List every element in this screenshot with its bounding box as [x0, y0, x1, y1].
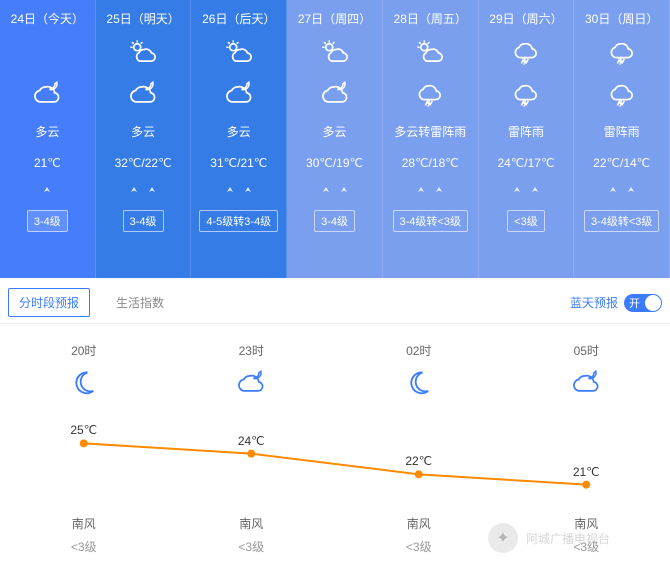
hour-temp-label: 24℃	[238, 434, 265, 448]
temp-text: 30℃/19℃	[306, 156, 363, 170]
wind-level: 3-4级转<3级	[393, 210, 468, 232]
hour-wind-col-2: 南风 <3级	[335, 511, 503, 555]
hour-time: 23时	[239, 342, 264, 359]
hour-weather-icon	[236, 369, 266, 403]
hour-temp-label: 21℃	[573, 465, 600, 479]
wind-arrow-icon	[607, 182, 637, 200]
hour-col-2: 02时	[335, 342, 503, 411]
temp-text: 24℃/17℃	[497, 156, 554, 170]
blue-sky-toggle-group: 蓝天预报 开	[570, 294, 662, 312]
hour-time: 05时	[574, 342, 599, 359]
weather-icon-day	[128, 35, 158, 71]
date-label: 25日（明天）	[106, 10, 179, 27]
weather-text: 多云	[227, 123, 251, 140]
hour-wind-dir: 南风	[407, 515, 431, 532]
weather-icon-day	[607, 35, 637, 71]
weather-text: 雷阵雨	[604, 123, 640, 140]
temp-text: 32℃/22℃	[115, 156, 172, 170]
watermark-text: 阿城广播电视台	[526, 530, 610, 547]
weather-text: 多云	[131, 123, 155, 140]
weather-text: 多云	[35, 123, 59, 140]
hour-wind-dir: 南风	[72, 515, 96, 532]
weather-icon-night	[511, 77, 541, 113]
weather-icon-night	[224, 77, 254, 113]
wind-level: 3-4级	[123, 210, 164, 232]
hour-wind-level: <3级	[71, 538, 97, 555]
tabs-row: 分时段预报 生活指数 蓝天预报 开	[0, 278, 670, 324]
hour-wind-col-0: 南风 <3级	[0, 511, 168, 555]
wind-level: 3-4级	[314, 210, 355, 232]
hour-weather-icon	[404, 369, 434, 403]
hour-time: 02时	[406, 342, 431, 359]
hour-col-0: 20时	[0, 342, 168, 411]
hour-wind-col-1: 南风 <3级	[168, 511, 336, 555]
weather-icon-day	[511, 35, 541, 71]
toggle-text: 开	[629, 295, 640, 311]
weather-icon-day	[320, 35, 350, 71]
temp-text: 31℃/21℃	[210, 156, 267, 170]
hour-col-3: 05时	[503, 342, 670, 411]
weather-text: 多云	[323, 123, 347, 140]
day-col-0[interactable]: 24日（今天） 多云 21℃ 3-4级	[0, 0, 96, 278]
wind-arrow-icon	[511, 182, 541, 200]
weather-text: 多云转雷阵雨	[394, 123, 466, 140]
wind-level: 4-5级转3-4级	[199, 210, 278, 232]
date-label: 30日（周日）	[585, 10, 658, 27]
watermark-icon: ✦	[488, 523, 518, 553]
tab-lifestyle[interactable]: 生活指数	[106, 289, 174, 316]
date-label: 28日（周五）	[394, 10, 467, 27]
hour-time: 20时	[71, 342, 96, 359]
day-col-4[interactable]: 28日（周五） 多云转雷阵雨 28℃/18℃ 3-4级转<3级	[383, 0, 479, 278]
blue-sky-label: 蓝天预报	[570, 294, 618, 311]
wind-arrow-icon	[415, 182, 445, 200]
hour-wind-dir: 南风	[239, 515, 263, 532]
hour-col-1: 23时	[168, 342, 336, 411]
weather-icon-day	[415, 35, 445, 71]
day-col-1[interactable]: 25日（明天） 多云 32℃/22℃ 3-4级	[96, 0, 192, 278]
weather-icon-day	[224, 35, 254, 71]
date-label: 27日（周四）	[298, 10, 371, 27]
weather-icon-night	[415, 77, 445, 113]
wind-level: 3-4级转<3级	[584, 210, 659, 232]
wind-arrow-icon	[320, 182, 350, 200]
weather-icon-night	[128, 77, 158, 113]
blue-sky-toggle[interactable]: 开	[624, 294, 662, 312]
weather-icon-night	[320, 77, 350, 113]
weather-icon-night	[32, 77, 62, 113]
wind-level: <3级	[507, 210, 545, 232]
day-col-3[interactable]: 27日（周四） 多云 30℃/19℃ 3-4级	[287, 0, 383, 278]
temp-text: 21℃	[34, 156, 61, 170]
hour-temp-label: 25℃	[70, 423, 97, 437]
hourly-forecast: 20时 23时 02时 05时 25℃ 24℃ 22℃ 21℃ 南风 <3级 南风 <…	[0, 324, 670, 573]
day-col-2[interactable]: 26日（后天） 多云 31℃/21℃ 4-5级转3-4级	[191, 0, 287, 278]
hour-temp-label: 22℃	[405, 454, 432, 468]
date-label: 24日（今天）	[11, 10, 84, 27]
date-label: 26日（后天）	[202, 10, 275, 27]
date-label: 29日（周六）	[489, 10, 562, 27]
temp-text: 22℃/14℃	[593, 156, 650, 170]
watermark: ✦ 阿城广播电视台	[488, 523, 610, 553]
hour-weather-icon	[571, 369, 601, 403]
day-col-5[interactable]: 29日（周六） 雷阵雨 24℃/17℃ <3级	[479, 0, 575, 278]
hourly-temp-chart: 25℃ 24℃ 22℃ 21℃	[0, 417, 670, 507]
temp-text: 28℃/18℃	[402, 156, 459, 170]
hour-wind-level: <3级	[238, 538, 264, 555]
weather-icon-night	[607, 77, 637, 113]
tab-hourly[interactable]: 分时段预报	[8, 288, 90, 317]
wind-arrow-icon	[128, 182, 158, 200]
wind-arrow-icon	[41, 182, 53, 200]
weather-text: 雷阵雨	[508, 123, 544, 140]
wind-arrow-icon	[224, 182, 254, 200]
hour-weather-icon	[69, 369, 99, 403]
hour-wind-level: <3级	[406, 538, 432, 555]
seven-day-forecast: 24日（今天） 多云 21℃ 3-4级 25日（明天） 多云 32℃/22℃ 3…	[0, 0, 670, 278]
wind-level: 3-4级	[27, 210, 68, 232]
day-col-6[interactable]: 30日（周日） 雷阵雨 22℃/14℃ 3-4级转<3级	[574, 0, 670, 278]
